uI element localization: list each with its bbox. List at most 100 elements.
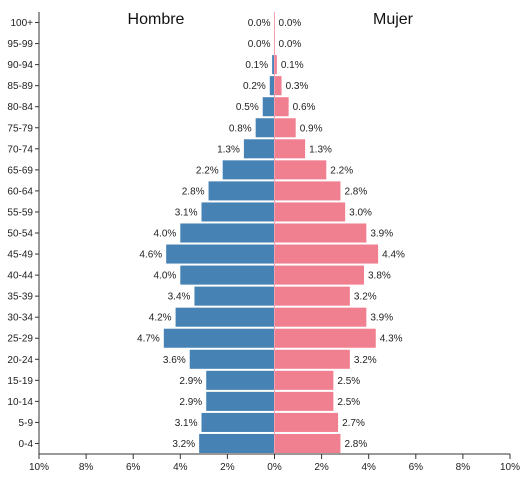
value-label-hombre: 2.9% — [179, 397, 202, 408]
x-tick-label: 2% — [220, 462, 235, 473]
value-label-hombre: 2.9% — [179, 376, 202, 387]
bar-hombre — [199, 433, 275, 453]
value-label-mujer: 1.3% — [309, 144, 332, 155]
value-label-mujer: 2.2% — [330, 165, 353, 176]
age-group-label: 35-39 — [7, 292, 33, 303]
value-label-hombre: 4.0% — [154, 271, 177, 282]
age-group-label: 65-69 — [7, 165, 33, 176]
value-label-hombre: 0.0% — [248, 18, 271, 29]
value-label-hombre: 0.0% — [248, 39, 271, 50]
value-label-hombre: 3.2% — [172, 439, 195, 450]
age-group-label: 60-64 — [7, 186, 33, 197]
bar-hombre — [163, 328, 275, 348]
bar-hombre — [201, 202, 275, 222]
value-label-mujer: 2.5% — [337, 397, 360, 408]
age-group-label: 10-14 — [7, 397, 33, 408]
value-label-hombre: 4.7% — [137, 334, 160, 345]
bar-hombre — [208, 181, 275, 201]
value-label-mujer: 2.7% — [342, 418, 365, 429]
age-group-label: 55-59 — [7, 207, 33, 218]
bar-mujer — [274, 286, 350, 306]
value-label-hombre: 3.6% — [163, 355, 186, 366]
bar-hombre — [180, 223, 275, 243]
age-group-label: 25-29 — [7, 334, 33, 345]
bar-hombre — [243, 139, 275, 159]
age-group-label: 100+ — [10, 18, 33, 29]
value-label-hombre: 0.5% — [236, 102, 259, 113]
x-tick-label: 4% — [173, 462, 188, 473]
bar-mujer — [274, 391, 334, 411]
bar-mujer — [274, 328, 376, 348]
x-tick-label: 0% — [267, 462, 282, 473]
age-group-label: 95-99 — [7, 39, 33, 50]
age-group-label: 75-79 — [7, 123, 33, 134]
value-label-mujer: 4.3% — [380, 334, 403, 345]
x-tick-label: 2% — [314, 462, 329, 473]
x-tick-label: 8% — [456, 462, 471, 473]
value-label-mujer: 0.1% — [281, 60, 304, 71]
bar-hombre — [255, 118, 275, 138]
x-tick-label: 10% — [500, 462, 520, 473]
value-label-hombre: 4.2% — [149, 313, 172, 324]
bar-hombre — [175, 307, 275, 327]
value-label-mujer: 0.6% — [293, 102, 316, 113]
series-header-mujer: Mujer — [373, 11, 414, 28]
bar-mujer — [274, 139, 306, 159]
value-label-hombre: 3.1% — [175, 207, 198, 218]
age-group-label: 80-84 — [7, 102, 33, 113]
age-group-label: 5-9 — [19, 418, 34, 429]
bar-mujer — [274, 55, 277, 75]
age-group-label: 85-89 — [7, 81, 33, 92]
bar-hombre — [201, 412, 275, 432]
value-label-mujer: 3.2% — [354, 292, 377, 303]
age-group-label: 70-74 — [7, 144, 33, 155]
value-label-hombre: 2.8% — [182, 186, 205, 197]
value-label-mujer: 3.0% — [349, 207, 372, 218]
bar-hombre — [180, 265, 275, 285]
bar-hombre — [166, 244, 275, 264]
x-tick-label: 6% — [409, 462, 424, 473]
value-label-mujer: 3.9% — [370, 313, 393, 324]
series-header-hombre: Hombre — [128, 11, 185, 28]
bar-hombre — [189, 349, 275, 369]
bar-hombre — [206, 391, 275, 411]
value-label-mujer: 2.8% — [344, 186, 367, 197]
value-label-hombre: 0.8% — [229, 123, 252, 134]
bar-mujer — [274, 307, 367, 327]
bar-hombre — [206, 370, 275, 390]
value-label-mujer: 0.3% — [286, 81, 309, 92]
bar-mujer — [274, 433, 341, 453]
x-tick-label: 8% — [79, 462, 94, 473]
value-label-mujer: 0.0% — [279, 18, 302, 29]
bar-mujer — [274, 76, 282, 96]
age-group-label: 50-54 — [7, 229, 33, 240]
age-group-label: 40-44 — [7, 271, 33, 282]
bar-hombre — [194, 286, 275, 306]
bar-mujer — [274, 265, 364, 285]
value-label-mujer: 3.2% — [354, 355, 377, 366]
bar-mujer — [274, 349, 350, 369]
value-label-hombre: 3.1% — [175, 418, 198, 429]
value-label-mujer: 2.8% — [344, 439, 367, 450]
value-label-hombre: 0.1% — [245, 60, 268, 71]
bar-mujer — [274, 202, 346, 222]
bar-hombre — [222, 160, 275, 180]
value-label-hombre: 3.4% — [168, 292, 191, 303]
bar-mujer — [274, 244, 379, 264]
bar-mujer — [274, 223, 367, 243]
value-label-hombre: 0.2% — [243, 81, 266, 92]
age-group-label: 20-24 — [7, 355, 33, 366]
bar-mujer — [274, 160, 327, 180]
age-group-label: 45-49 — [7, 250, 33, 261]
bar-mujer — [274, 181, 341, 201]
bar-hombre — [269, 76, 275, 96]
value-label-hombre: 2.2% — [196, 165, 219, 176]
age-group-label: 30-34 — [7, 313, 33, 324]
bar-hombre — [262, 97, 275, 117]
age-group-label: 0-4 — [19, 439, 34, 450]
bar-mujer — [274, 97, 289, 117]
value-label-mujer: 3.8% — [368, 271, 391, 282]
age-group-label: 15-19 — [7, 376, 33, 387]
value-label-hombre: 1.3% — [217, 144, 240, 155]
